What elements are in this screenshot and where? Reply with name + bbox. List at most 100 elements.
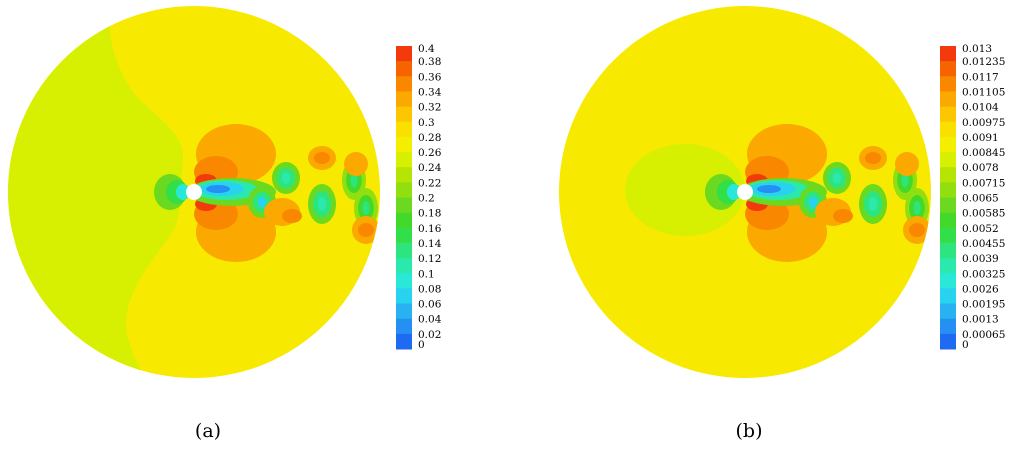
panel-label-b: (b) bbox=[735, 420, 763, 442]
vortex-0-core bbox=[257, 196, 267, 208]
colorbar-tick-18: 0.04 bbox=[418, 314, 442, 326]
colorbar-tick-11: 0.18 bbox=[418, 208, 441, 220]
colorbar-band-11 bbox=[940, 212, 956, 229]
colorbar-tick-19: 0.00065 bbox=[962, 329, 1005, 341]
colorbar-band-5 bbox=[396, 121, 412, 138]
colorbar-tick-5: 0.3 bbox=[418, 117, 435, 129]
domain-left-region-a bbox=[8, 6, 184, 378]
colorbar-band-12 bbox=[940, 227, 956, 244]
colorbar-tick-8: 0.24 bbox=[418, 162, 442, 174]
colorbar-band-8 bbox=[396, 167, 412, 183]
colorbar-band-2 bbox=[396, 76, 412, 92]
colorbar-band-2 bbox=[940, 76, 956, 92]
colorbar-band-15 bbox=[940, 273, 956, 289]
colorbar-band-3 bbox=[396, 91, 412, 108]
colorbar-tick-16: 0.0026 bbox=[962, 283, 999, 295]
colorbar-tick-2: 0.36 bbox=[418, 71, 442, 83]
colorbar-band-10 bbox=[940, 197, 956, 214]
colorbar-tick-4: 0.32 bbox=[418, 102, 441, 114]
orange-lobe-2 bbox=[314, 152, 330, 164]
colorbar-band-10 bbox=[396, 197, 412, 214]
vortex-4-core bbox=[362, 201, 370, 215]
colorbar-band-9 bbox=[940, 182, 956, 198]
vortex-3-core bbox=[350, 173, 358, 187]
vortex-1-core bbox=[832, 172, 842, 184]
wake-b bbox=[705, 124, 931, 262]
vortex-2-core bbox=[317, 197, 327, 211]
colorbar-tick-19: 0.02 bbox=[418, 329, 441, 341]
upstream-ring-3 bbox=[727, 184, 741, 200]
colorbar-tick-6: 0.28 bbox=[418, 132, 441, 144]
colorbar-tick-7: 0.26 bbox=[418, 147, 442, 159]
cylinder bbox=[186, 184, 202, 200]
colorbar-band-12 bbox=[396, 227, 412, 244]
colorbar-a: 0.40.38 0.36 0.34 0.32 0.3 0.28 0.26 0.24 0.22 0.… bbox=[396, 43, 442, 351]
colorbar-tick-1: 0.38 bbox=[418, 56, 441, 68]
colorbar-band-6 bbox=[940, 136, 956, 153]
colorbar-band-19 bbox=[396, 333, 412, 350]
colorbar-tick-20: 0 bbox=[962, 339, 969, 351]
colorbar-tick-14: 0.12 bbox=[418, 253, 441, 265]
colorbar-tick-9: 0.00715 bbox=[962, 177, 1005, 189]
colorbar-tick-3: 0.34 bbox=[418, 86, 442, 98]
colorbar-tick-9: 0.22 bbox=[418, 177, 441, 189]
vortex-4-core bbox=[913, 201, 921, 215]
colorbar-tick-14: 0.0039 bbox=[962, 253, 999, 265]
colorbar-band-7 bbox=[396, 152, 412, 168]
colorbar-band-15 bbox=[396, 273, 412, 289]
colorbar-band-17 bbox=[940, 303, 956, 320]
colorbar-band-7 bbox=[940, 152, 956, 168]
panel-a: 0.4 0.38 0.36 0.34 0.32 0.3 0.28 0.26 0.24 0.22 0.… bbox=[0, 0, 480, 462]
colorbar-band-4 bbox=[396, 106, 412, 123]
colorbar-tick-20: 0 bbox=[418, 339, 425, 351]
colorbar-band-17 bbox=[396, 303, 412, 320]
colorbar-tick-0: 0.4 bbox=[418, 43, 435, 55]
colorbar-tick-6: 0.0091 bbox=[962, 132, 999, 144]
colorbar-band-19 bbox=[940, 333, 956, 350]
upstream-ring-3 bbox=[176, 184, 190, 200]
vortex-1-core bbox=[281, 172, 291, 184]
colorbar-tick-4: 0.0104 bbox=[962, 102, 999, 114]
colorbar-band-18 bbox=[940, 318, 956, 335]
colorbar-tick-3: 0.01105 bbox=[962, 86, 1005, 98]
orange-lobe-5 bbox=[358, 223, 374, 237]
colorbar-band-1 bbox=[940, 61, 956, 77]
colorbar-tick-8: 0.0078 bbox=[962, 162, 999, 174]
vortex-2-core bbox=[868, 197, 878, 211]
colorbar-band-16 bbox=[940, 288, 956, 305]
orange-lobe-3 bbox=[833, 209, 853, 223]
colorbar-band-4 bbox=[940, 106, 956, 123]
colorbar-tick-0: 0.013 bbox=[962, 43, 992, 55]
colorbar-tick-10: 0.2 bbox=[418, 193, 435, 205]
colorbar-tick-13: 0.14 bbox=[418, 238, 442, 250]
colorbar-band-5 bbox=[940, 121, 956, 138]
colorbar-band-9 bbox=[396, 182, 412, 198]
colorbar-band-0 bbox=[396, 46, 412, 62]
colorbar-band-11 bbox=[396, 212, 412, 229]
vortex-0-core bbox=[808, 196, 818, 208]
colorbar-tick-11: 0.00585 bbox=[962, 208, 1005, 220]
colorbar-tick-5: 0.00975 bbox=[962, 117, 1005, 129]
colorbar-tick-7: 0.00845 bbox=[962, 147, 1005, 159]
colorbar-tick-12: 0.16 bbox=[418, 223, 442, 235]
colorbar-band-18 bbox=[396, 318, 412, 335]
colorbar-band-14 bbox=[940, 258, 956, 274]
colorbar-tick-17: 0.06 bbox=[418, 299, 442, 311]
orange-lobe-2 bbox=[865, 152, 881, 164]
orange-lobe-6 bbox=[895, 152, 919, 176]
orange-lobe-3 bbox=[282, 209, 302, 223]
colorbar-tick-18: 0.0013 bbox=[962, 314, 999, 326]
colorbar-tick-10: 0.0065 bbox=[962, 193, 999, 205]
colorbar-band-1 bbox=[396, 61, 412, 77]
colorbar-tick-13: 0.00455 bbox=[962, 238, 1005, 250]
cylinder bbox=[737, 184, 753, 200]
contour-plot-a: 0.40.38 0.36 0.34 0.32 0.3 0.28 0.26 0.24 0.22 0.… bbox=[8, 6, 442, 378]
colorbar-band-13 bbox=[940, 242, 956, 259]
colorbar-tick-15: 0.1 bbox=[418, 268, 435, 280]
colorbar-band-3 bbox=[940, 91, 956, 108]
colorbar-tick-16: 0.08 bbox=[418, 283, 441, 295]
colorbar-tick-17: 0.00195 bbox=[962, 299, 1005, 311]
orange-lobe-5 bbox=[909, 223, 925, 237]
